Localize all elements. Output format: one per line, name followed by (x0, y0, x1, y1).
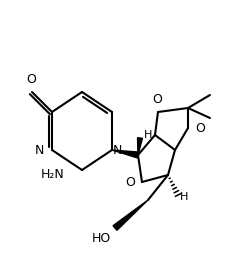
Text: O: O (152, 93, 162, 106)
Text: H: H (144, 130, 152, 140)
Polygon shape (113, 200, 148, 230)
Text: H₂N: H₂N (40, 167, 64, 180)
Text: N: N (35, 144, 44, 156)
Text: O: O (125, 175, 135, 188)
Text: H: H (180, 192, 188, 202)
Text: O: O (195, 122, 205, 134)
Polygon shape (112, 150, 139, 158)
Polygon shape (138, 138, 142, 155)
Text: O: O (26, 73, 36, 86)
Text: HO: HO (92, 232, 111, 245)
Text: N: N (113, 144, 122, 156)
